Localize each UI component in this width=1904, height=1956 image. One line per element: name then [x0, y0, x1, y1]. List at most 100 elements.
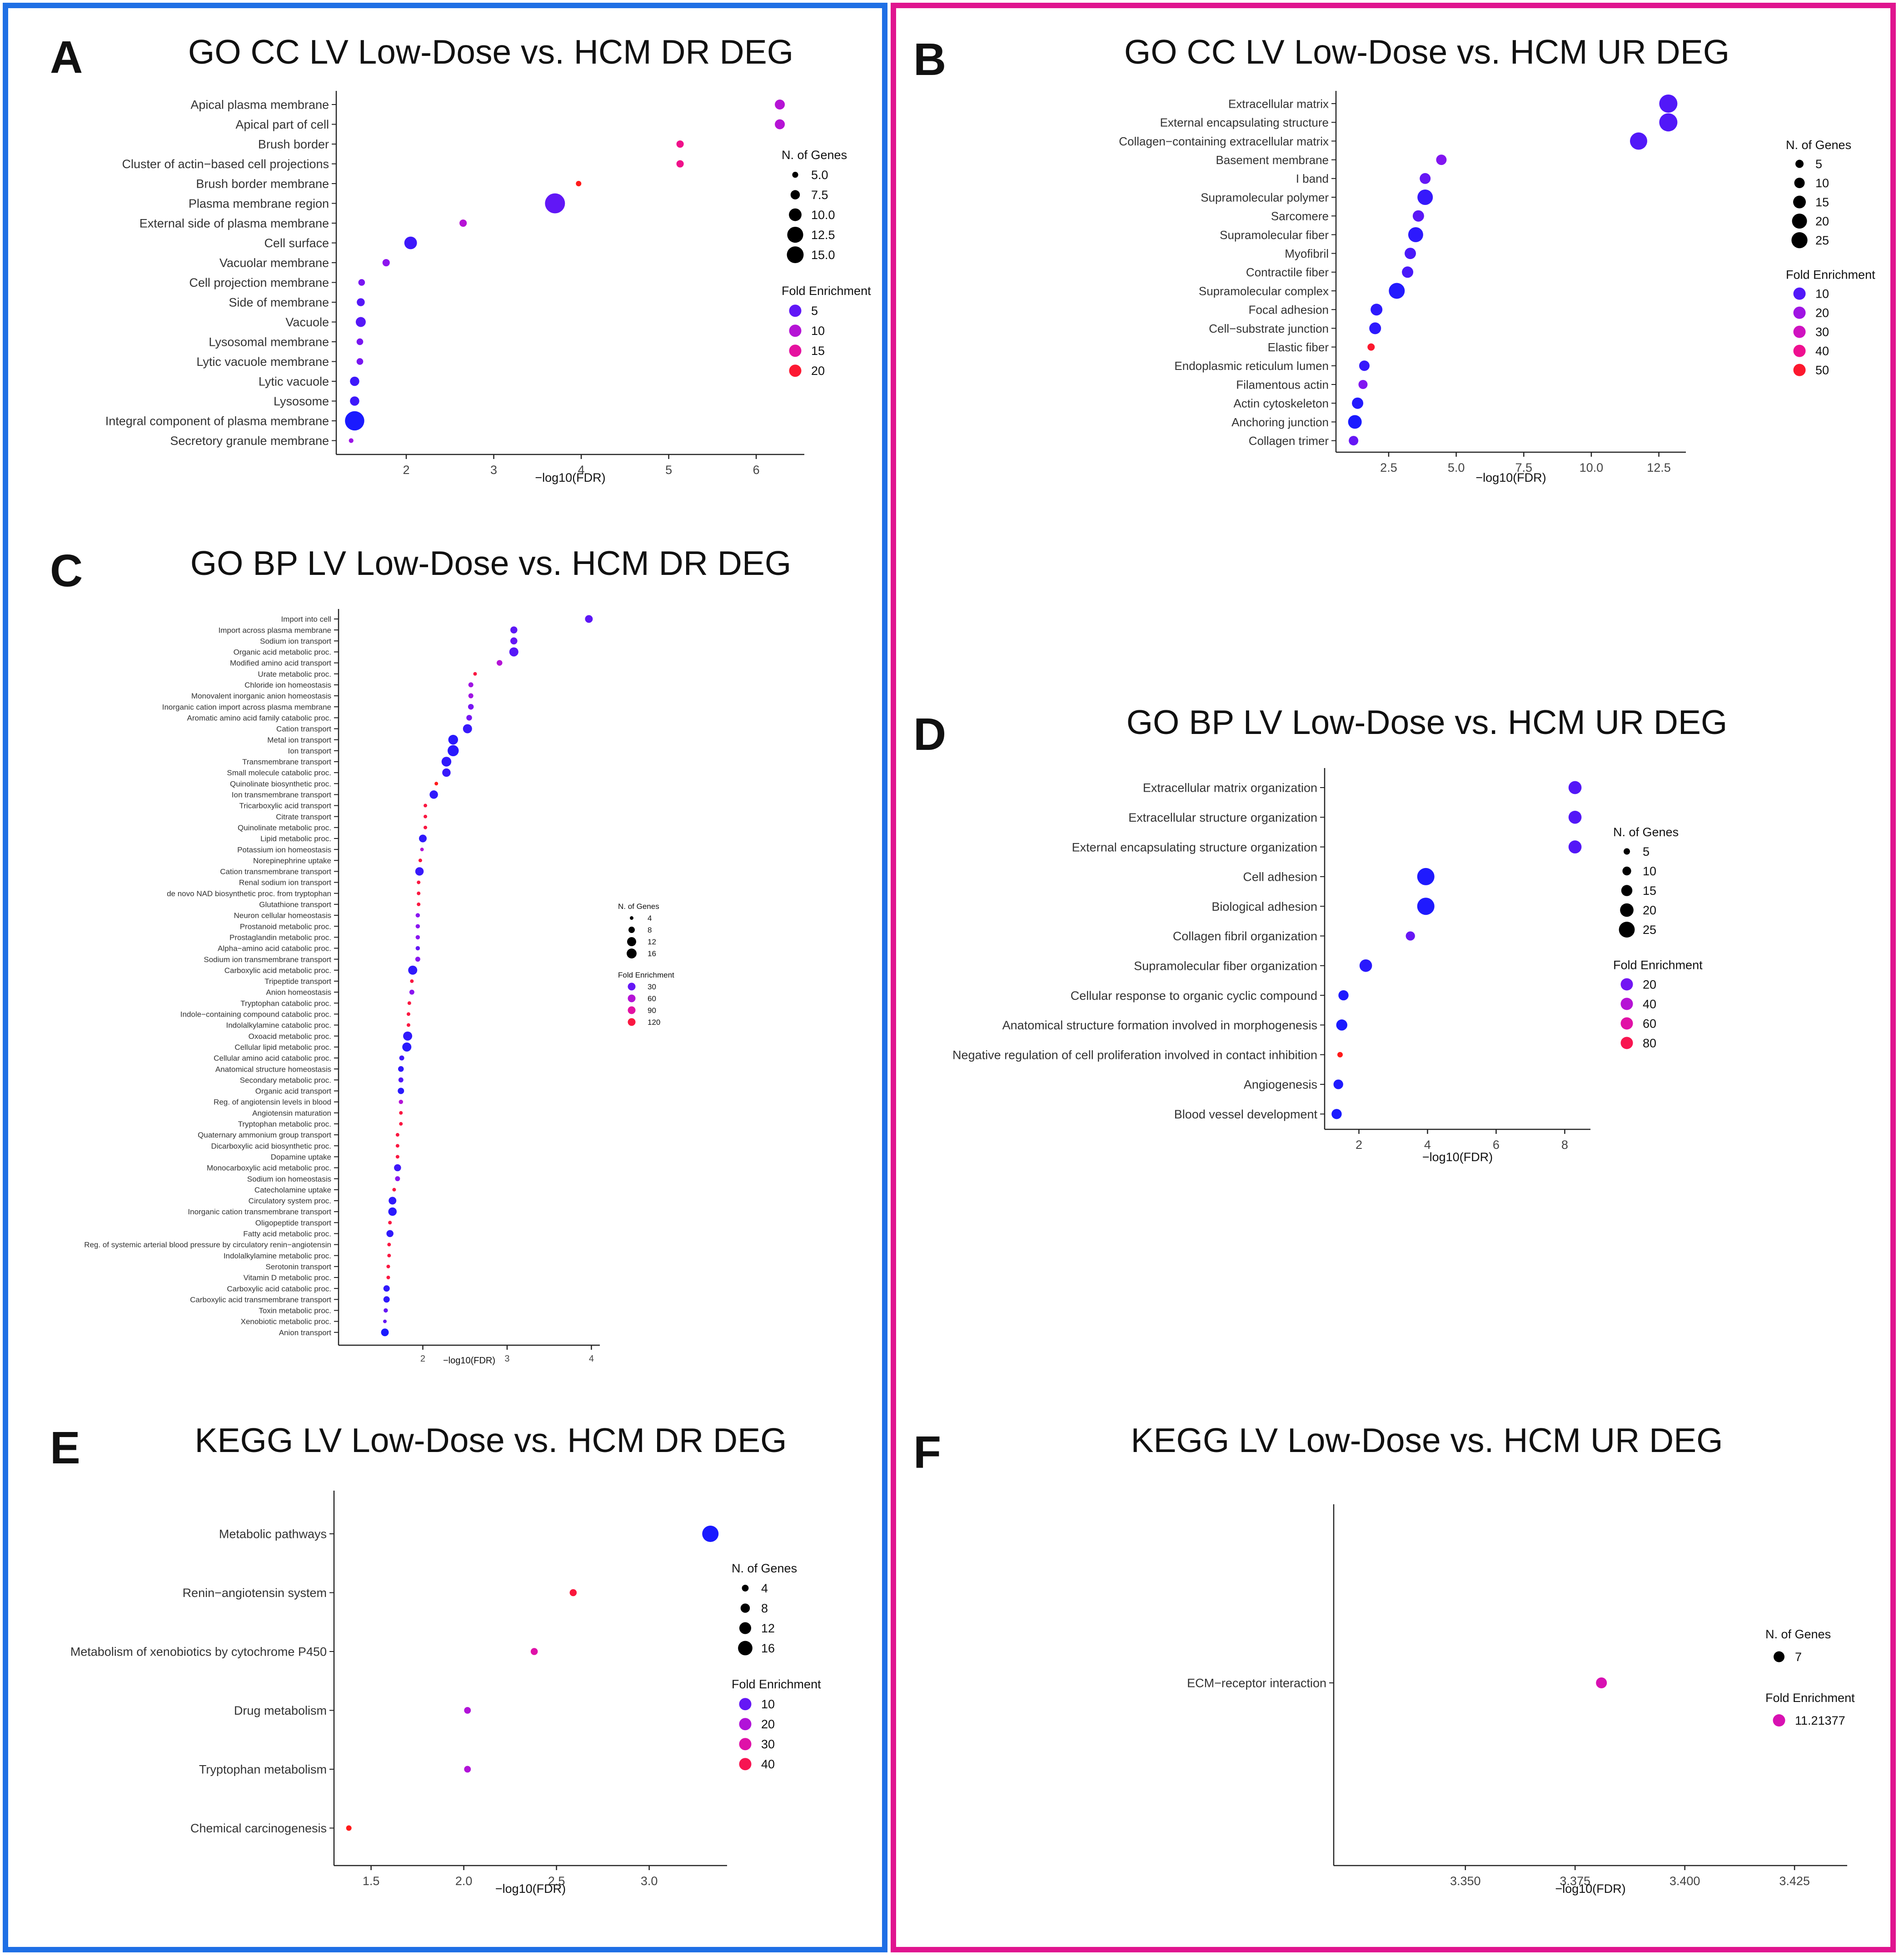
data-point — [1408, 227, 1423, 242]
category-label: ECM−receptor interaction — [1187, 1677, 1326, 1690]
panel-letter: C — [50, 545, 83, 596]
data-point — [1333, 1079, 1343, 1089]
size-legend-title: N. of Genes — [782, 148, 847, 162]
data-point — [404, 236, 417, 249]
category-label: Serotonin transport — [265, 1262, 331, 1271]
data-point — [419, 834, 427, 843]
color-legend-title: Fold Enrichment — [1613, 958, 1703, 972]
data-point — [415, 935, 420, 940]
category-label: Metabolism of xenobiotics by cytochrome … — [70, 1645, 327, 1659]
category-label: Circulatory system proc. — [249, 1197, 331, 1205]
x-tick-label: 2.5 — [548, 1874, 565, 1888]
data-point — [1630, 132, 1647, 150]
panel-letter: E — [50, 1422, 80, 1473]
data-point — [399, 1055, 404, 1061]
data-point — [398, 1077, 404, 1083]
category-label: Cellular response to organic cyclic comp… — [1071, 989, 1317, 1003]
color-legend-key — [1620, 1037, 1633, 1049]
data-point — [384, 1308, 388, 1313]
category-label: Tripeptide transport — [264, 977, 331, 986]
x-tick-label: 4 — [578, 463, 585, 477]
category-label: Prostaglandin metabolic proc. — [229, 933, 331, 942]
data-point — [415, 957, 420, 962]
data-point — [1338, 990, 1349, 1001]
category-label: Cell projection membrane — [189, 276, 329, 289]
data-point — [510, 637, 518, 645]
category-label: Cell adhesion — [1243, 870, 1317, 884]
data-point — [388, 1207, 397, 1216]
size-legend-key — [1623, 848, 1630, 855]
x-tick-label: 6 — [753, 463, 760, 477]
x-tick-label: 3.350 — [1450, 1874, 1481, 1888]
size-legend-key — [1791, 232, 1808, 249]
category-label: Cellular lipid metabolic proc. — [234, 1043, 331, 1052]
data-point — [1412, 210, 1424, 222]
x-tick-label: 6 — [1493, 1138, 1500, 1152]
x-axis-label: −log10(FDR) — [1475, 471, 1546, 484]
data-point — [383, 1285, 390, 1292]
size-legend-key — [1622, 866, 1631, 876]
category-label: Extracellular structure organization — [1128, 811, 1317, 824]
x-tick-label: 2 — [403, 463, 410, 477]
category-label: Oxoacid metabolic proc. — [249, 1032, 331, 1041]
category-label: Lysosomal membrane — [209, 335, 329, 349]
x-tick-label: 5.0 — [1448, 461, 1465, 474]
data-point — [459, 219, 467, 227]
size-legend-key — [1795, 160, 1804, 168]
color-legend-key — [789, 324, 802, 337]
size-legend-label: 16 — [648, 949, 656, 958]
category-label: Indolalkylamine metabolic proc. — [224, 1252, 331, 1260]
data-point — [510, 626, 518, 634]
color-legend-label: 10 — [761, 1697, 775, 1711]
size-legend-label: 15 — [1815, 195, 1829, 209]
data-point — [402, 1042, 412, 1052]
category-label: Supramolecular fiber — [1220, 228, 1329, 242]
data-point — [464, 1766, 471, 1773]
size-legend-label: 25 — [1643, 923, 1656, 937]
data-point — [1436, 155, 1447, 165]
color-legend-key — [1620, 978, 1633, 991]
color-legend-label: 60 — [1643, 1017, 1656, 1030]
data-point — [702, 1526, 719, 1542]
category-label: Secondary metabolic proc. — [240, 1076, 331, 1084]
color-legend-key — [1773, 1714, 1785, 1727]
size-legend-key — [787, 226, 803, 243]
color-legend-label: 11.21377 — [1795, 1714, 1845, 1727]
data-point — [1417, 898, 1435, 915]
size-legend-label: 5 — [1815, 157, 1822, 171]
x-axis-label: −log10(FDR) — [1555, 1882, 1625, 1896]
data-point — [1358, 380, 1368, 389]
data-point — [395, 1133, 399, 1137]
category-label: Apical plasma membrane — [190, 98, 329, 112]
category-label: Focal adhesion — [1249, 303, 1329, 317]
size-legend-label: 8 — [761, 1602, 768, 1615]
data-point — [356, 338, 364, 345]
color-legend-label: 10 — [811, 324, 825, 338]
x-tick-label: 12.5 — [1647, 461, 1671, 474]
category-label: Tricarboxylic acid transport — [239, 802, 332, 810]
x-tick-label: 7.5 — [1515, 461, 1532, 474]
color-legend-key — [628, 983, 636, 991]
data-point — [1359, 959, 1372, 972]
right-panel-frame — [891, 3, 1896, 1952]
size-legend-key — [1774, 1651, 1784, 1662]
category-label: Lysosome — [274, 394, 329, 408]
data-point — [775, 119, 785, 130]
category-label: Lytic vacuole — [259, 375, 329, 389]
category-label: Basement membrane — [1216, 153, 1329, 167]
color-legend-key — [1793, 287, 1806, 300]
x-tick-label: 2 — [420, 1354, 425, 1364]
data-point — [1568, 810, 1582, 824]
data-point — [576, 181, 582, 186]
x-tick-label: 3 — [490, 463, 497, 477]
data-point — [383, 1319, 387, 1323]
category-label: Supramolecular complex — [1199, 284, 1329, 298]
category-label: Integral component of plasma membrane — [105, 414, 329, 428]
category-label: Carboxylic acid metabolic proc. — [224, 966, 331, 975]
data-point — [399, 1122, 403, 1126]
data-point — [386, 1230, 394, 1237]
data-point — [1336, 1019, 1347, 1031]
data-point — [346, 1825, 352, 1831]
color-legend-key — [1793, 325, 1806, 338]
size-legend-label: 10.0 — [811, 208, 835, 222]
